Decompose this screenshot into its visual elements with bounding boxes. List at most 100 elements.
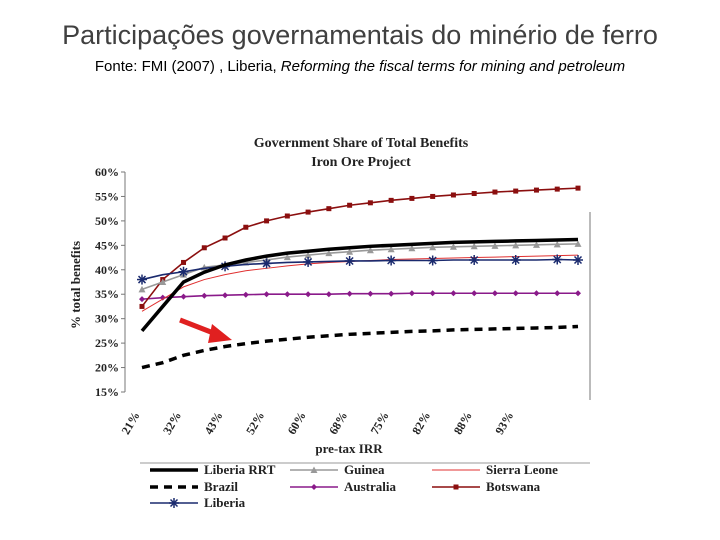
legend-label: Botswana bbox=[486, 479, 541, 494]
data-point bbox=[138, 285, 146, 293]
x-tick-label: 82% bbox=[409, 409, 433, 437]
data-point bbox=[513, 188, 519, 194]
data-point bbox=[554, 186, 560, 192]
series-australia bbox=[139, 290, 581, 303]
data-point bbox=[180, 293, 187, 300]
y-tick-label: 35% bbox=[95, 287, 119, 301]
y-axis-label: % total benefits bbox=[68, 241, 83, 329]
data-point bbox=[408, 244, 416, 252]
chart-title: Government Share of Total Benefits bbox=[254, 136, 469, 151]
y-tick-label: 25% bbox=[95, 336, 119, 350]
data-point bbox=[453, 484, 459, 490]
legend-item: Liberia RRT bbox=[150, 462, 276, 477]
x-tick-label: 68% bbox=[326, 409, 350, 437]
data-point bbox=[471, 191, 477, 197]
data-point bbox=[305, 291, 312, 298]
x-axis-label: pre-tax IRR bbox=[315, 441, 383, 456]
chart-subtitle: Iron Ore Project bbox=[311, 155, 411, 170]
y-tick-label: 50% bbox=[95, 214, 119, 228]
legend-item: Sierra Leone bbox=[432, 462, 558, 477]
data-point bbox=[575, 290, 581, 297]
x-axis-ticks: 21% 32% 43% 52% 60% 68% 75% 82% 88% 93% bbox=[118, 409, 516, 437]
legend-label: Sierra Leone bbox=[486, 462, 558, 477]
data-point bbox=[409, 195, 415, 201]
legend-item: Botswana bbox=[432, 479, 541, 494]
legend-item: Australia bbox=[290, 479, 397, 494]
arrow-head bbox=[208, 324, 232, 343]
x-tick-label: 93% bbox=[492, 409, 516, 437]
x-tick-label: 88% bbox=[451, 409, 475, 437]
data-point bbox=[243, 224, 249, 230]
y-tick-label: 40% bbox=[95, 263, 119, 277]
data-point bbox=[222, 292, 229, 299]
data-point bbox=[310, 466, 318, 473]
y-axis-ticks: 15% 20% 25% 30% 35% 40% 45% 50% 55% 60% bbox=[95, 165, 125, 399]
data-point bbox=[491, 242, 499, 249]
y-tick-label: 30% bbox=[95, 312, 119, 326]
data-point bbox=[575, 185, 581, 191]
data-point bbox=[178, 266, 189, 277]
slide-title: Participações governamentais do minério … bbox=[62, 20, 658, 50]
data-point bbox=[554, 290, 561, 297]
data-point bbox=[553, 240, 561, 248]
data-point bbox=[325, 249, 333, 257]
data-point bbox=[366, 246, 374, 254]
x-tick-label: 52% bbox=[243, 409, 267, 437]
data-point bbox=[512, 241, 520, 249]
y-tick-label: 55% bbox=[95, 189, 119, 203]
series-line bbox=[140, 237, 579, 333]
series-layer bbox=[137, 185, 583, 370]
series-line bbox=[141, 324, 579, 370]
data-point bbox=[139, 296, 145, 303]
data-point bbox=[429, 290, 436, 297]
data-point bbox=[284, 213, 290, 219]
data-point bbox=[470, 242, 478, 250]
data-point bbox=[305, 209, 311, 215]
annotation-arrow bbox=[179, 317, 232, 343]
x-tick-label: 43% bbox=[202, 409, 226, 437]
data-point bbox=[512, 290, 519, 297]
data-point bbox=[181, 259, 187, 265]
data-point bbox=[491, 290, 498, 297]
data-point bbox=[533, 290, 540, 297]
data-point bbox=[283, 253, 291, 261]
data-point bbox=[367, 290, 374, 297]
plot-area bbox=[125, 172, 590, 392]
data-point bbox=[429, 243, 437, 251]
data-point bbox=[533, 187, 539, 193]
data-point bbox=[492, 189, 498, 195]
data-point bbox=[159, 278, 167, 285]
plot-frame bbox=[124, 172, 591, 400]
data-point bbox=[387, 245, 395, 253]
y-tick-label: 15% bbox=[95, 385, 119, 399]
source-publication-title: Reforming the fiscal terms for mining an… bbox=[280, 58, 626, 75]
data-point bbox=[386, 255, 397, 266]
series-brazil bbox=[141, 324, 579, 370]
y-tick-label: 20% bbox=[95, 361, 119, 375]
data-point bbox=[388, 290, 395, 297]
legend: Liberia RRT Guinea Sierra Leone Brazil Austr… bbox=[140, 462, 590, 510]
data-point bbox=[325, 291, 332, 298]
data-point bbox=[430, 193, 436, 199]
annotation-layer bbox=[179, 317, 232, 343]
data-point bbox=[450, 192, 456, 198]
x-tick-label: 32% bbox=[160, 409, 184, 437]
data-point bbox=[408, 290, 415, 297]
data-point bbox=[469, 255, 480, 265]
data-point bbox=[427, 255, 438, 266]
data-point bbox=[450, 290, 457, 297]
y-tick-label: 45% bbox=[95, 238, 119, 252]
data-point bbox=[552, 254, 563, 265]
legend-item: Guinea bbox=[290, 462, 385, 477]
data-point bbox=[137, 274, 147, 285]
data-point bbox=[532, 241, 540, 248]
data-point bbox=[169, 498, 179, 508]
data-point bbox=[449, 243, 457, 250]
data-point bbox=[573, 255, 583, 265]
source-prefix: Fonte: FMI (2007) , Liberia, bbox=[94, 58, 281, 75]
data-point bbox=[347, 202, 353, 208]
slide-source: Fonte: FMI (2007) , Liberia, Reforming t… bbox=[0, 58, 720, 75]
data-point bbox=[139, 303, 145, 309]
data-point bbox=[284, 291, 291, 298]
